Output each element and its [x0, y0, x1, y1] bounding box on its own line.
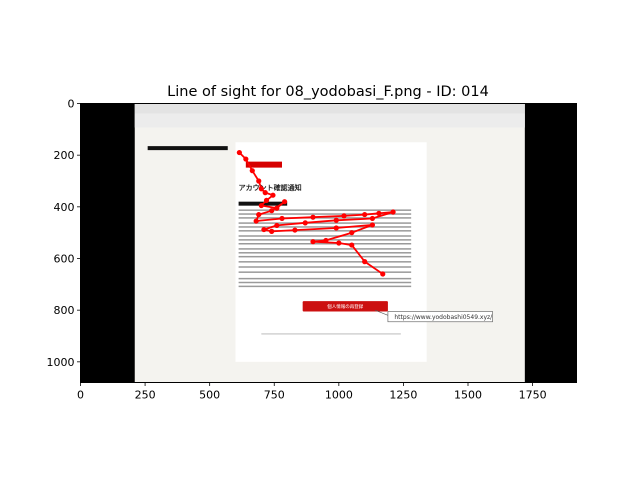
- gaze-point-1: [243, 156, 249, 162]
- url-pointer: [374, 309, 389, 316]
- y-tick-label: 400: [54, 201, 75, 214]
- x-tick-label: 1500: [454, 389, 482, 402]
- y-tick-label: 0: [68, 98, 75, 111]
- gaze-point-12: [256, 211, 262, 218]
- body-text-line: [238, 213, 412, 215]
- y-tick-label: 800: [54, 304, 75, 317]
- gaze-point-6: [270, 192, 276, 198]
- gaze-point-34: [362, 259, 368, 265]
- x-tick-label: 0: [77, 389, 84, 402]
- gaze-point-25: [269, 228, 275, 234]
- gaze-point-29: [349, 230, 355, 236]
- gaze-point-15: [310, 214, 316, 220]
- body-text-line: [238, 230, 412, 232]
- y-tick-label: 600: [54, 253, 75, 266]
- x-tick-label: 1000: [325, 389, 353, 402]
- y-tick-label: 1000: [47, 356, 75, 369]
- gaze-point-13: [253, 218, 259, 224]
- gaze-point-21: [333, 217, 339, 223]
- body-text-line: [238, 226, 412, 228]
- brand-logo: [245, 161, 282, 168]
- gaze-point-9: [274, 205, 280, 211]
- gaze-point-18: [376, 210, 382, 216]
- gaze-point-3: [256, 178, 262, 184]
- gaze-point-33: [349, 242, 355, 248]
- body-text-line: [238, 285, 412, 288]
- url-tooltip: [387, 311, 493, 323]
- x-tick-label: 1750: [519, 389, 547, 402]
- email-body: [235, 142, 427, 362]
- body-text-line: [238, 271, 412, 273]
- email-heading: アカウント確認通知: [239, 183, 302, 192]
- gaze-point-35: [380, 271, 386, 277]
- x-axis: 0 250 500 750 1000 1250 1500 1750: [77, 382, 547, 402]
- body-text-line: [238, 255, 412, 258]
- gaze-point-24: [261, 226, 267, 233]
- x-tick-label: 1250: [389, 389, 417, 402]
- gaze-point-2: [249, 168, 255, 174]
- gaze-point-7: [263, 197, 270, 203]
- body-text-line: [238, 243, 412, 245]
- gaze-point-23: [274, 222, 280, 229]
- body-text-line: [238, 217, 412, 219]
- body-text-line: [238, 281, 412, 284]
- gaze-point-27: [333, 225, 339, 231]
- gaze-point-19: [390, 209, 396, 215]
- cta-button-label: 個人情報の再登録: [327, 303, 363, 310]
- body-text-line: [238, 266, 412, 268]
- gaze-point-14: [279, 215, 285, 222]
- redacted-bar: [147, 146, 228, 151]
- gaze-point-22: [302, 220, 308, 226]
- mail-header: [134, 113, 525, 128]
- body-text-line: [238, 261, 412, 263]
- body-text-line: [238, 252, 412, 254]
- body-text-line: [238, 209, 412, 211]
- cta-button: [302, 301, 388, 312]
- gaze-point-8: [258, 202, 264, 209]
- y-axis: 0 200 400 600 800 1000: [47, 98, 81, 369]
- gaze-point-30: [323, 237, 329, 244]
- body-text-line: [238, 222, 412, 224]
- window-toolbar: [134, 103, 525, 114]
- gaze-point-31: [310, 239, 316, 245]
- gaze-layer: [236, 149, 396, 277]
- body-text-line: [238, 235, 412, 237]
- gaze-point-16: [341, 213, 347, 219]
- url-tooltip-text: https://www.yodobashi0549.xyz/: [394, 314, 493, 321]
- chart-title: Line of sight for 08_yodobasi_F.png - ID…: [167, 84, 489, 100]
- body-text-line: [238, 248, 412, 250]
- footer-line: [261, 333, 401, 335]
- gaze-point-0: [236, 149, 242, 156]
- axes-frame: [80, 103, 577, 383]
- y-tick-label: 200: [54, 149, 75, 162]
- gaze-point-17: [362, 211, 368, 218]
- x-tick-label: 500: [199, 389, 220, 402]
- gaze-point-26: [292, 227, 298, 233]
- gaze-point-32: [336, 240, 342, 246]
- body-text-line: [238, 277, 412, 280]
- x-tick-label: 750: [264, 389, 285, 402]
- gaze-point-11: [269, 208, 275, 214]
- gaze-point-4: [258, 186, 264, 192]
- gaze-point-28: [369, 222, 376, 228]
- gaze-point-20: [369, 215, 376, 222]
- gaze-point-5: [262, 190, 268, 196]
- gaze-point-10: [281, 199, 288, 205]
- x-tick-label: 250: [135, 389, 156, 402]
